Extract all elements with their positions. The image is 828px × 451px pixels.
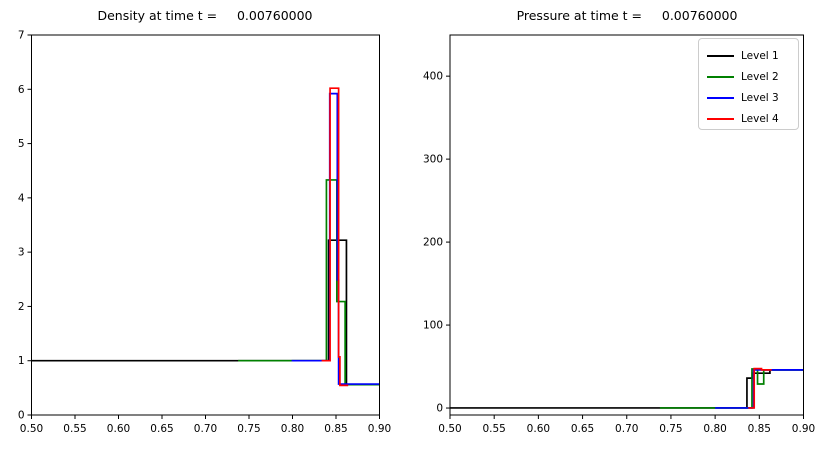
legend: Level 1 Level 2 Level 3 Level 4 — [698, 38, 799, 130]
x-tick-label: 0.80 — [703, 423, 726, 435]
legend-entry-level-3: Level 3 — [707, 87, 798, 108]
legend-entry-label: Level 3 — [741, 91, 779, 104]
density-plot: 0.50 0.55 0.60 0.65 0.70 0.75 0.80 0.85 0.90 0 1 2 3… — [18, 30, 391, 436]
legend-entry-level-2: Level 2 — [707, 66, 798, 87]
x-tick-label: 0.50 — [438, 423, 461, 435]
y-tick-label: 5 — [18, 138, 25, 150]
series-level-4 — [321, 87, 349, 387]
y-tick-label: 2 — [18, 301, 25, 313]
y-tick-label: 200 — [423, 237, 443, 249]
x-tick-label: 0.80 — [281, 423, 304, 435]
x-tick-label: 0.65 — [571, 423, 594, 435]
density-axes-spines — [31, 34, 380, 416]
legend-entry-label: Level 2 — [741, 70, 779, 83]
series-level-2 — [659, 368, 804, 409]
y-tick-label: 7 — [18, 30, 25, 42]
series-level-2 — [238, 179, 380, 386]
series-level-4 — [748, 367, 772, 409]
series-level-1 — [450, 369, 804, 409]
x-tick-label: 0.65 — [150, 423, 173, 435]
legend-line-sample — [707, 54, 734, 57]
y-tick-label: 6 — [18, 84, 25, 96]
y-tick-label: 4 — [18, 192, 25, 204]
y-tick-label: 0 — [18, 410, 25, 422]
x-tick-label: 0.60 — [527, 423, 550, 435]
y-tick-label: 0 — [436, 403, 443, 415]
y-tick-label: 1 — [18, 355, 25, 367]
series-level-3 — [291, 92, 380, 385]
legend-line-sample — [707, 96, 734, 99]
y-tick-label: 400 — [423, 71, 443, 83]
series-level-1 — [31, 239, 380, 386]
x-tick-label: 0.90 — [368, 423, 391, 435]
legend-entry-label: Level 1 — [741, 49, 779, 62]
x-tick-label: 0.50 — [20, 423, 43, 435]
pressure-plot-title: Pressure at time t = 0.00760000 — [516, 8, 738, 23]
x-tick-label: 0.75 — [237, 423, 260, 435]
legend-entry-level-4: Level 4 — [707, 108, 798, 129]
y-tick-label: 100 — [423, 320, 443, 332]
x-tick-label: 0.75 — [659, 423, 682, 435]
x-tick-label: 0.85 — [324, 423, 347, 435]
x-tick-label: 0.70 — [615, 423, 638, 435]
series-level-3 — [715, 369, 804, 409]
pressure-plot: 0.50 0.55 0.60 0.65 0.70 0.75 0.80 0.85 0.90 0 100… — [423, 34, 815, 435]
x-tick-label: 0.55 — [482, 423, 505, 435]
legend-line-sample — [707, 117, 734, 120]
x-tick-label: 0.55 — [63, 423, 86, 435]
x-tick-label: 0.85 — [748, 423, 771, 435]
x-tick-label: 0.60 — [107, 423, 130, 435]
density-plot-title: Density at time t = 0.00760000 — [97, 8, 313, 23]
y-tick-label: 300 — [423, 154, 443, 166]
legend-entry-level-1: Level 1 — [707, 45, 798, 66]
legend-entry-label: Level 4 — [741, 112, 779, 125]
y-tick-label: 3 — [18, 247, 25, 259]
x-tick-label: 0.70 — [194, 423, 217, 435]
x-tick-label: 0.90 — [792, 423, 815, 435]
legend-line-sample — [707, 75, 734, 78]
